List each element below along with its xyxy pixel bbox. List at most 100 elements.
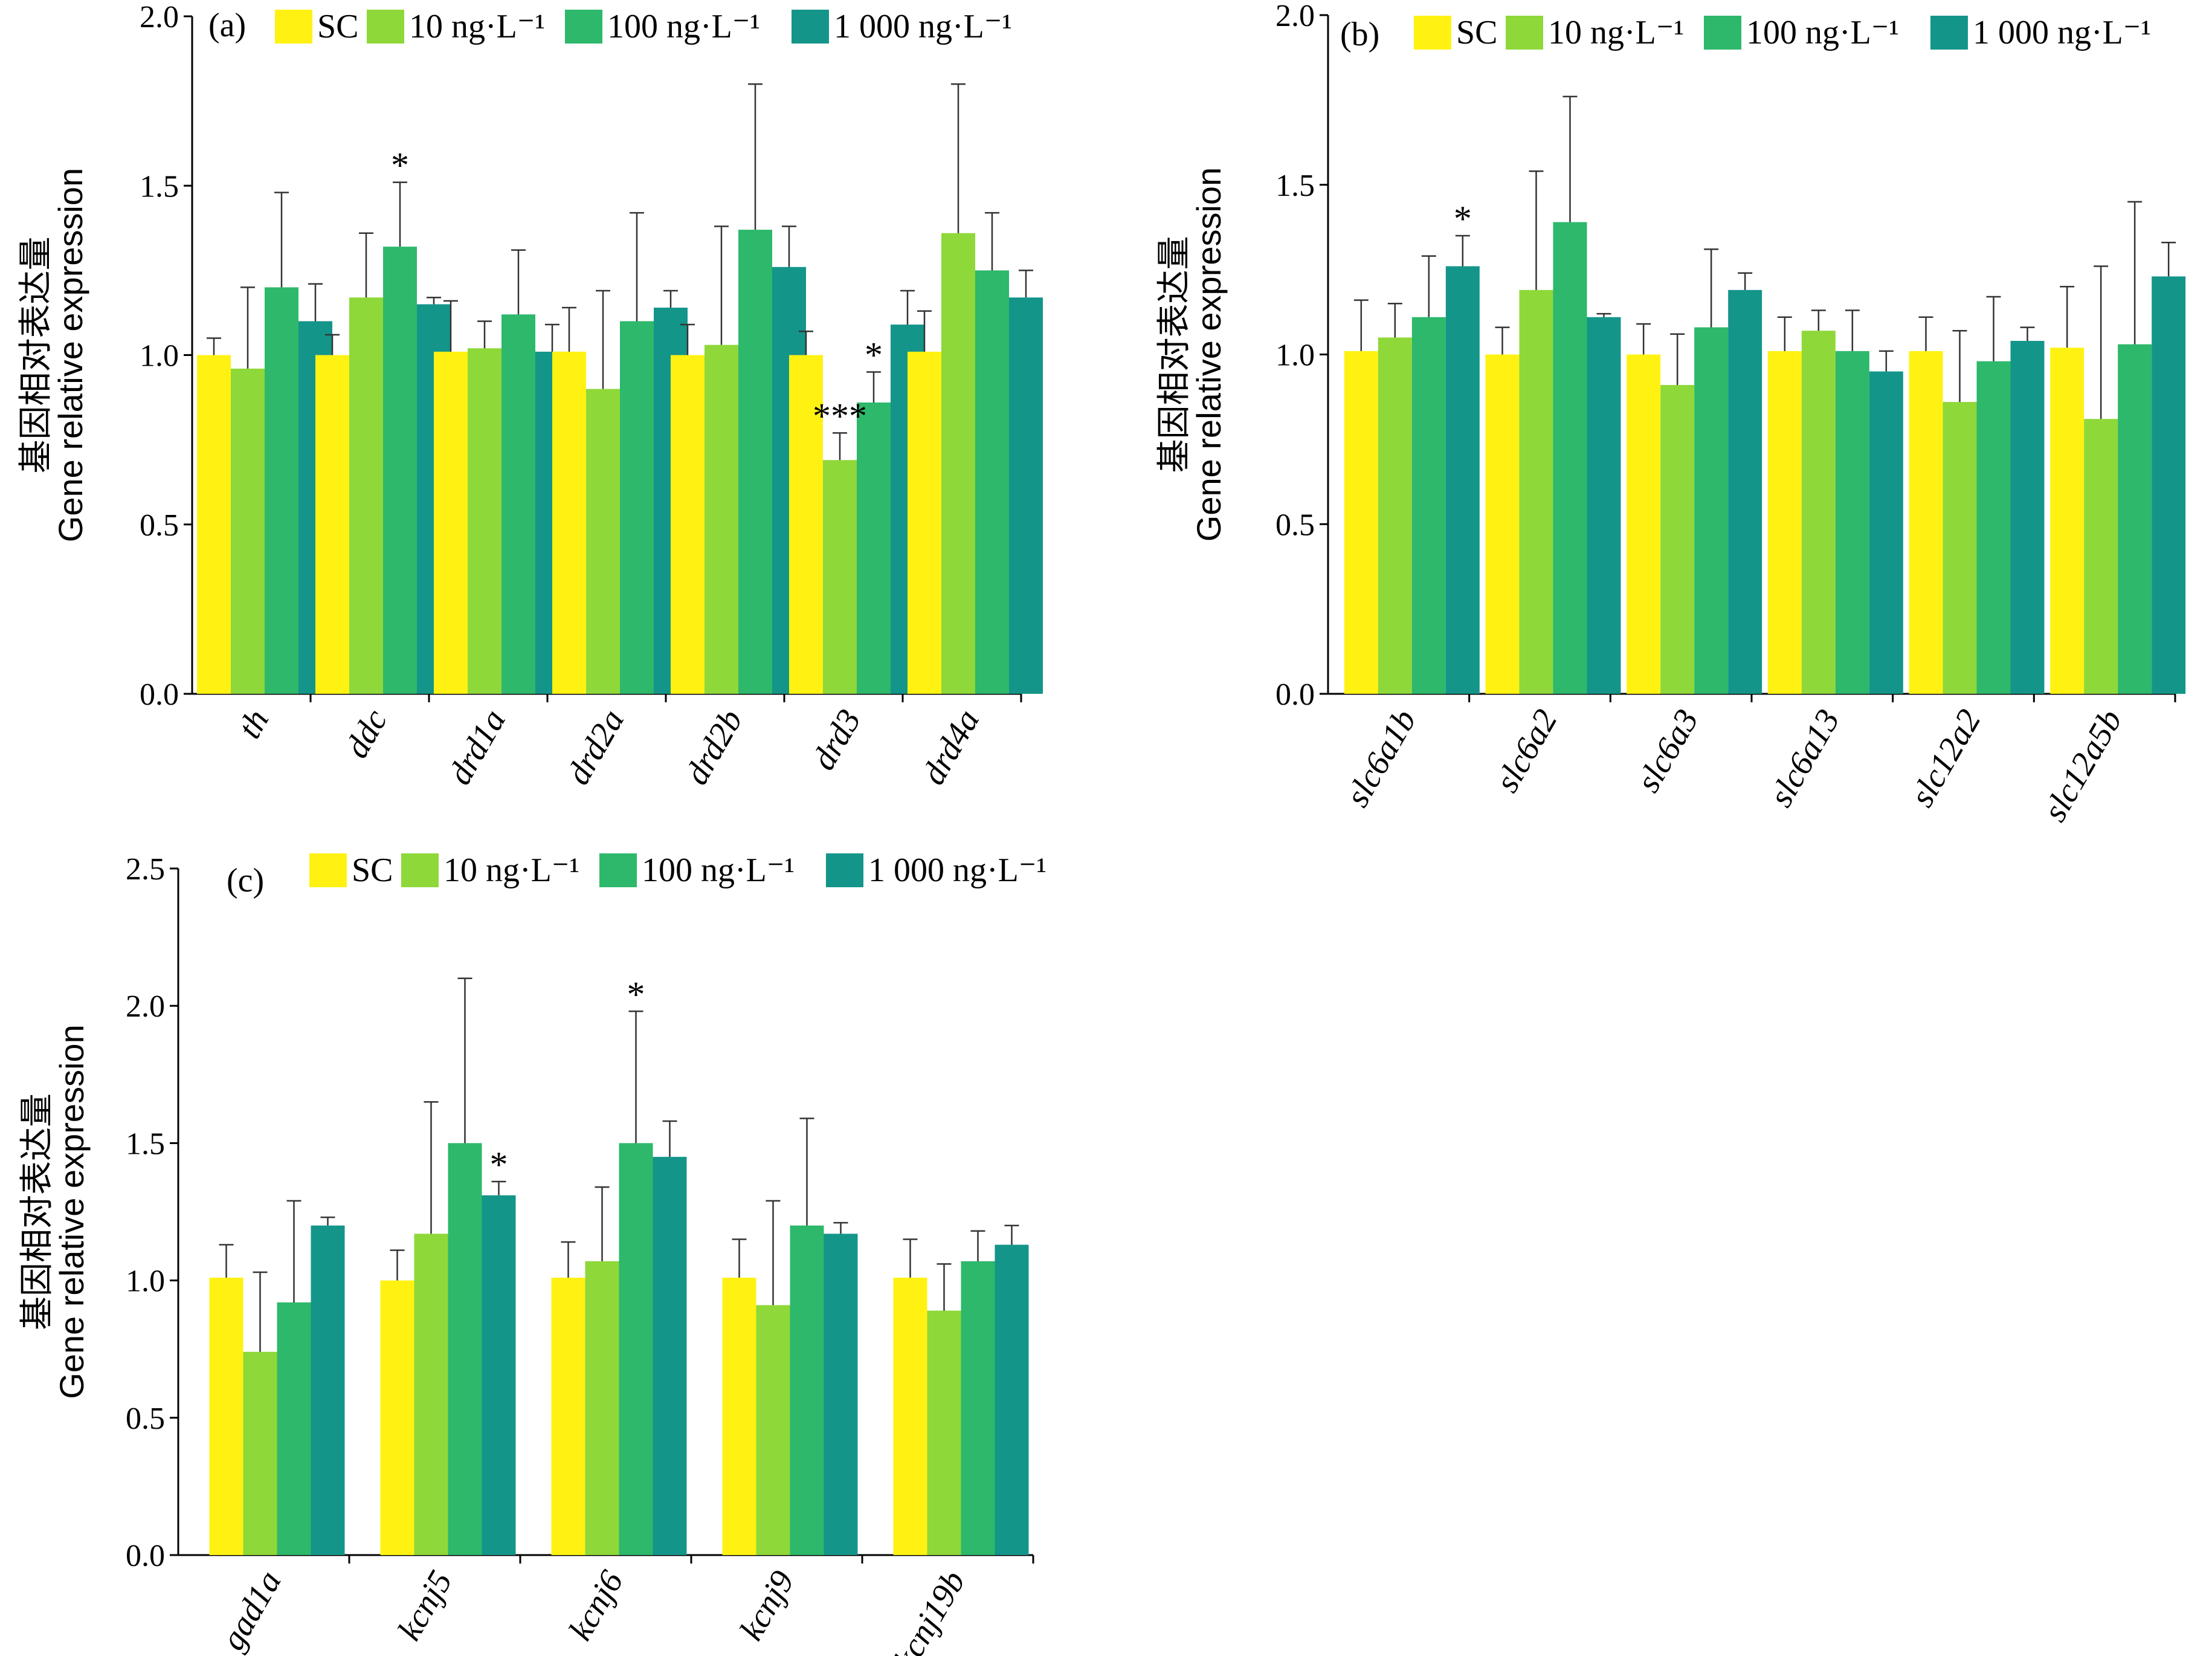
legend-label: 1 000 ng·L⁻¹ [868,852,1046,889]
bar [1627,354,1661,694]
category-label: slc12a5b [2036,703,2130,828]
bar [908,351,941,694]
bar [277,1302,311,1555]
bar [434,351,468,694]
bar [1445,266,1480,694]
bar [756,1305,790,1555]
legend-swatch [1704,16,1741,50]
bar [1801,331,1836,694]
legend-label: 100 ng·L⁻¹ [1746,14,1899,51]
bar [231,368,265,694]
bar [653,1157,687,1555]
bar [975,270,1009,694]
bar [893,1278,927,1555]
legend-label: 100 ng·L⁻¹ [642,852,795,889]
bar [315,355,349,694]
bar [209,1278,243,1555]
category-label: slc6a1b [1338,703,1424,813]
category-label: kcnj5 [390,1565,459,1647]
significance-marker: * [627,974,645,1014]
bar [722,1278,756,1555]
bar [349,297,383,694]
category-label: th [231,703,276,745]
bar [927,1310,961,1555]
bar [1587,317,1621,694]
category-label: ddc [338,703,395,764]
bar [482,1195,516,1555]
bar [585,1261,619,1555]
y-tick-label: 1.5 [140,169,179,204]
legend-label: SC [352,852,393,889]
y-tick-label: 0.0 [1275,678,1315,712]
legend-label: SC [317,8,359,45]
significance-marker: * [1454,199,1472,239]
legend-swatch [401,853,439,887]
y-axis-title-en: Gene relative expression [53,1024,91,1399]
legend-label: 10 ng·L⁻¹ [409,8,545,45]
y-axis-title-cn: 基因相对表达量 [1155,236,1193,473]
category-label: drd4a [915,703,987,791]
bar [2050,348,2085,694]
y-tick-label: 1.0 [140,339,179,374]
significance-marker: * [391,146,409,186]
bar [2152,276,2186,694]
legend-label: 10 ng·L⁻¹ [1548,14,1684,51]
y-tick-label: 2.0 [126,989,165,1024]
category-label: gad1a [214,1565,289,1656]
legend-label: SC [1456,14,1498,51]
bar [824,1234,858,1555]
legend-label: 1 000 ng·L⁻¹ [834,8,1012,45]
significance-marker: * [865,335,883,375]
bar [705,344,738,694]
bar [620,321,654,694]
y-tick-label: 0.0 [126,1539,165,1573]
y-axis-title-en: Gene relative expression [1190,167,1228,542]
panel-label: (c) [227,862,264,899]
category-label: drd2a [559,703,632,791]
bar [311,1225,345,1555]
bar [243,1351,277,1555]
legend-swatch [309,853,347,887]
bar [551,1278,585,1555]
bar [586,389,620,694]
category-label: slc12a2 [1903,703,1988,813]
bar [265,287,298,694]
bar [789,355,823,694]
category-label: slc6a13 [1762,703,1847,813]
category-label: slc6a3 [1630,703,1706,799]
legend-label: 100 ng·L⁻¹ [607,8,760,45]
bar [671,355,705,694]
bar [1869,371,1903,694]
category-label: slc6a2 [1488,703,1565,799]
bar [468,348,501,694]
bar [1344,351,1378,694]
y-axis-title-en: Gene relative expression [51,168,89,542]
bar [1660,385,1695,694]
bar [2010,341,2045,694]
panel-label: (a) [208,7,246,44]
bar [790,1225,824,1555]
bar [414,1234,448,1555]
legend-swatch [826,853,863,887]
bar [448,1143,482,1555]
y-tick-label: 1.5 [126,1127,165,1161]
y-tick-label: 2.5 [126,852,165,887]
bar [1553,222,1587,694]
legend-swatch [792,10,829,44]
y-tick-label: 2.0 [140,0,179,34]
category-label: drd1a [441,703,514,791]
y-tick-label: 0.5 [140,508,179,543]
y-tick-label: 1.0 [1275,338,1315,373]
y-tick-label: 1.0 [126,1264,165,1299]
bar [1519,289,1553,694]
legend-swatch [565,10,602,44]
bar [995,1244,1029,1555]
bar [823,460,857,694]
bar [1835,351,1869,694]
significance-marker: * [490,1145,508,1185]
bar [1976,361,2011,694]
bar [1485,354,1520,694]
bar [1378,337,1412,694]
